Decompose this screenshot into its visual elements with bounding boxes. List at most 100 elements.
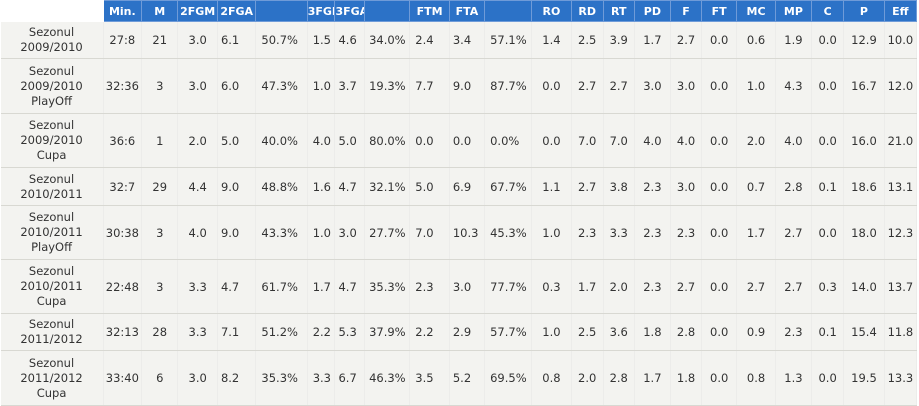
table-cell: 50.7% <box>255 21 308 59</box>
table-cell: 3.0 <box>334 205 366 260</box>
table-cell: 27:8 <box>103 21 143 59</box>
table-cell: 0.7 <box>736 167 776 206</box>
table-cell: 32:13 <box>103 313 143 351</box>
table-cell: 1.7 <box>736 205 776 260</box>
table-cell: 4.3 <box>775 58 813 114</box>
season-cell: Sezonul 2009/2010 PlayOff <box>0 58 104 114</box>
table-cell: 0.0 <box>701 21 738 59</box>
table-cell: 3.3 <box>603 205 635 260</box>
table-cell: 2.3 <box>634 167 672 206</box>
season-cell: Sezonul 2009/2010 <box>0 21 104 59</box>
table-cell: 2.3 <box>571 205 604 260</box>
table-cell: 3.0 <box>634 58 672 114</box>
header-corner <box>0 0 104 22</box>
table-cell: 2.3 <box>775 313 813 351</box>
table-cell: 1.7 <box>634 21 672 59</box>
column-header <box>255 0 308 22</box>
table-cell: 1.0 <box>736 58 776 114</box>
table-cell: 0.0 <box>701 259 738 314</box>
table-cell: 4.4 <box>177 167 218 206</box>
table-cell: 3.0 <box>670 167 703 206</box>
table-cell: 48.8% <box>255 167 308 206</box>
table-cell: 4.0 <box>670 113 703 168</box>
table-cell: 16.7 <box>843 58 885 114</box>
table-cell: 34.0% <box>364 21 411 59</box>
table-cell: 2.3 <box>670 205 703 260</box>
table-cell: 2.7 <box>736 259 776 314</box>
table-cell: 2.7 <box>775 205 813 260</box>
table-cell: 3.0 <box>670 58 703 114</box>
season-cell: Sezonul 2011/2012 <box>0 313 104 351</box>
table-cell: 2.4 <box>409 21 450 59</box>
table-cell: 2.7 <box>670 21 703 59</box>
table-cell: 2.7 <box>775 259 813 314</box>
table-cell: 47.3% <box>255 58 308 114</box>
table-row: Sezonul 2009/2010 Cupa 36:6 1 2.0 5.0 40.0% 4.… <box>0 113 918 168</box>
table-cell: 57.7% <box>484 313 533 351</box>
table-cell: 1.3 <box>775 350 813 406</box>
table-cell: 0.0 <box>811 205 845 260</box>
table-cell: 10.0 <box>884 21 918 59</box>
column-header: 3FGM <box>306 0 336 22</box>
table-cell: 13.7 <box>884 259 918 314</box>
season-cell: Sezonul 2010/2011 PlayOff <box>0 205 104 260</box>
season-cell: Sezonul 2010/2011 Cupa <box>0 259 104 314</box>
table-cell: 0.0 <box>811 58 845 114</box>
table-cell: 7.7 <box>409 58 450 114</box>
table-cell: 0.0 <box>701 167 738 206</box>
table-cell: 0.8 <box>531 350 572 406</box>
table-cell: 2.3 <box>409 259 450 314</box>
column-header: Min. <box>102 0 143 22</box>
table-cell: 6.0 <box>217 58 257 114</box>
table-cell: 1.8 <box>634 313 672 351</box>
column-header: 3FGA <box>334 0 366 22</box>
table-cell: 4.6 <box>334 21 366 59</box>
table-cell: 37.9% <box>364 313 411 351</box>
table-cell: 3.0 <box>177 21 218 59</box>
table-cell: 3.0 <box>449 259 486 314</box>
table-cell: 0.0 <box>811 113 845 168</box>
table-row: Sezonul 2011/2012 32:13 28 3.3 7.1 51.2% 2.2 5.… <box>0 313 918 351</box>
table-cell: 2.7 <box>603 58 635 114</box>
column-header: C <box>811 0 845 22</box>
table-cell: 0.1 <box>811 167 845 206</box>
table-cell: 46.3% <box>364 350 411 406</box>
table-cell: 1.0 <box>531 313 572 351</box>
table-cell: 21 <box>141 21 179 59</box>
table-cell: 33:40 <box>103 350 143 406</box>
table-cell: 0.0 <box>701 58 738 114</box>
table-cell: 13.1 <box>884 167 918 206</box>
table-cell: 3.3 <box>177 313 218 351</box>
column-header: RT <box>602 0 635 22</box>
table-cell: 0.0 <box>701 313 738 351</box>
table-row: Sezonul 2010/2011 Cupa 22:48 3 3.3 4.7 61.7% 1… <box>0 259 918 314</box>
table-cell: 12.3 <box>884 205 918 260</box>
table-cell: 2.8 <box>670 313 703 351</box>
table-row: Sezonul 2009/2010 27:8 21 3.0 6.1 50.7% 1.5 4.6… <box>0 21 918 59</box>
table-cell: 0.1 <box>811 313 845 351</box>
table-cell: 3.0 <box>177 350 218 406</box>
column-header <box>364 0 411 22</box>
table-cell: 32.1% <box>364 167 411 206</box>
table-body: Sezonul 2009/2010 27:8 21 3.0 6.1 50.7% 1.5 4.6… <box>0 21 918 406</box>
table-cell: 11.8 <box>884 313 918 351</box>
season-cell: Sezonul 2010/2011 <box>0 167 104 206</box>
table-cell: 0.0 <box>409 113 450 168</box>
table-cell: 2.0 <box>736 113 776 168</box>
table-cell: 1.7 <box>307 259 336 314</box>
table-cell: 4.7 <box>334 259 366 314</box>
table-cell: 2.8 <box>775 167 813 206</box>
table-cell: 3.4 <box>449 21 486 59</box>
table-cell: 57.1% <box>484 21 533 59</box>
table-cell: 22:48 <box>103 259 143 314</box>
table-cell: 2.5 <box>571 313 604 351</box>
table-cell: 0.0 <box>449 113 486 168</box>
table-cell: 1.7 <box>634 350 672 406</box>
table-cell: 4.0 <box>634 113 672 168</box>
table-cell: 1.1 <box>531 167 572 206</box>
table-cell: 19.3% <box>364 58 411 114</box>
table-cell: 2.7 <box>571 58 604 114</box>
table-cell: 4.7 <box>334 167 366 206</box>
table-cell: 35.3% <box>364 259 411 314</box>
